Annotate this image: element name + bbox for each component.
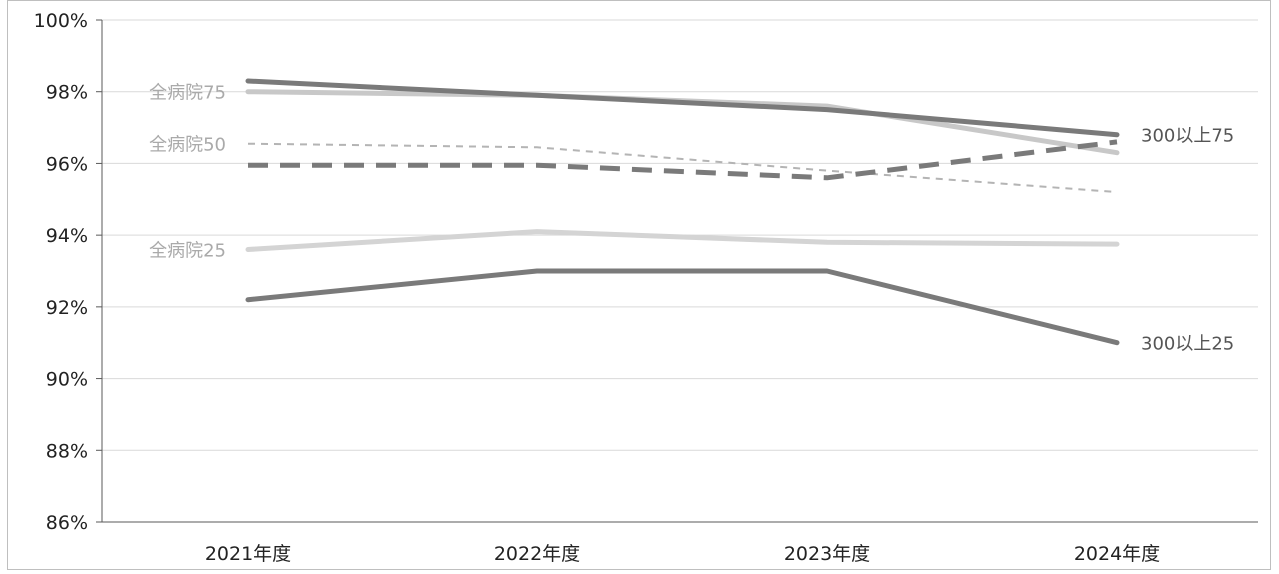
y-tick-labels: 86% 88% 90% 92% 94% 96% 98% 100% <box>34 10 88 534</box>
x-tick-label: 2022年度 <box>494 543 580 565</box>
x-tick-label: 2024年度 <box>1074 543 1160 565</box>
series-line <box>245 229 1120 252</box>
series-line <box>245 78 1120 138</box>
series-label: 300以上75 <box>1141 126 1234 147</box>
series-labels: 全病院75 全病院50 全病院25 300以上75 300以上25 <box>149 83 1234 355</box>
series-line <box>248 139 1118 181</box>
series-line <box>247 142 1118 194</box>
y-tick-label: 86% <box>46 512 88 534</box>
y-tick-label: 88% <box>46 440 88 462</box>
y-tick-label: 94% <box>46 225 88 247</box>
y-tick-label: 100% <box>34 10 88 32</box>
y-tick-label: 98% <box>46 82 88 104</box>
series-label: 全病院50 <box>149 135 226 156</box>
x-tick-label: 2023年度 <box>784 543 870 565</box>
series-lines <box>245 78 1120 346</box>
series-label: 全病院25 <box>149 240 226 261</box>
y-tick-label: 92% <box>46 297 88 319</box>
axes <box>96 19 1258 523</box>
x-tick-labels: 2021年度 2022年度 2023年度 2024年度 <box>205 543 1160 565</box>
series-label: 300以上25 <box>1141 334 1234 355</box>
y-tick-label: 96% <box>46 153 88 175</box>
series-label: 全病院75 <box>149 83 226 104</box>
y-tick-label: 90% <box>46 369 88 391</box>
series-line <box>245 268 1120 346</box>
x-tick-label: 2021年度 <box>205 543 291 565</box>
chart-frame <box>7 0 1271 570</box>
